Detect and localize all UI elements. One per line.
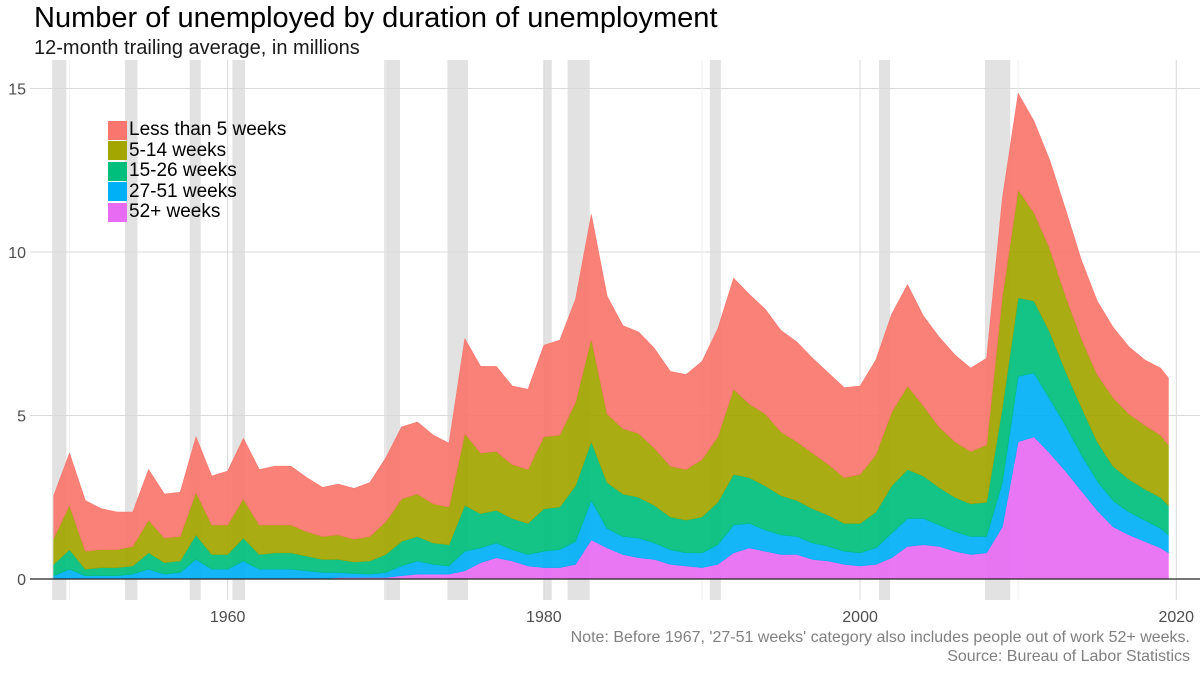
legend-item-15-26-weeks: 15-26 weeks — [108, 160, 286, 182]
recession-band — [189, 60, 201, 600]
legend-label: 27-51 weeks — [129, 180, 237, 202]
legend-label: 5-14 weeks — [129, 139, 227, 161]
legend-label: 15-26 weeks — [129, 160, 237, 182]
chart-footnote: Note: Before 1967, '27-51 weeks' categor… — [571, 628, 1190, 666]
x-tick-label: 1960 — [210, 609, 246, 626]
y-tick-label: 0 — [17, 572, 26, 589]
legend-item-52-weeks: 52+ weeks — [108, 201, 286, 223]
legend-item-less-than-5-weeks: Less than 5 weeks — [108, 119, 287, 141]
area-less-than-5-weeks — [53, 93, 1169, 552]
recession-band — [52, 60, 67, 600]
source-text: Source: Bureau of Labor Statistics — [947, 648, 1190, 665]
x-tick-label: 2020 — [1158, 609, 1194, 626]
note-text: Note: Before 1967, '27-51 weeks' categor… — [570, 629, 1190, 646]
chart-subtitle: 12-month trailing average, in millions — [34, 37, 360, 59]
y-tick-label: 5 — [17, 409, 26, 426]
legend-swatch — [108, 161, 127, 181]
x-tick-label: 1980 — [526, 609, 562, 626]
legend-swatch — [108, 120, 127, 140]
recession-band — [709, 60, 721, 600]
x-tick-label: 2000 — [842, 609, 878, 626]
legend-item-27-51-weeks: 27-51 weeks — [108, 180, 286, 203]
legend-item-5-14-weeks: 5-14 weeks — [108, 139, 286, 162]
y-tick-label: 10 — [8, 245, 26, 262]
recession-band — [543, 60, 552, 600]
recession-band — [879, 60, 891, 600]
legend-swatch — [108, 202, 127, 222]
legend-swatch — [108, 141, 127, 161]
legend: Less than 5 weeks 5-14 weeks 15-26 weeks 27… — [108, 119, 287, 223]
legend-label: 52+ weeks — [129, 201, 221, 223]
legend-swatch — [108, 182, 127, 202]
recession-band — [124, 60, 138, 600]
y-tick-label: 15 — [8, 82, 26, 99]
chart-title: Number of unemployed by duration of unem… — [34, 2, 718, 34]
axes: 0 5 10 15 1960 1980 2000 2020 — [8, 82, 1200, 626]
area-series — [53, 93, 1169, 580]
legend-label: Less than 5 weeks — [129, 119, 287, 141]
